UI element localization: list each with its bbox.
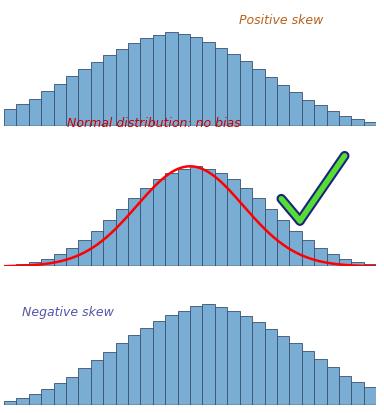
Bar	[240, 61, 252, 126]
Bar	[302, 100, 314, 126]
Bar	[314, 248, 327, 266]
Bar	[339, 375, 351, 405]
Bar	[53, 254, 66, 266]
Bar	[153, 179, 165, 266]
Bar	[53, 382, 66, 405]
Bar	[16, 264, 29, 266]
Bar	[327, 254, 339, 266]
Bar	[66, 248, 78, 266]
Bar	[165, 173, 178, 266]
Bar	[141, 38, 153, 126]
Bar	[29, 262, 41, 266]
Text: Normal distribution: no bias: Normal distribution: no bias	[67, 117, 241, 130]
Bar	[252, 69, 265, 126]
Bar	[265, 209, 277, 266]
Bar	[277, 336, 290, 405]
Bar	[339, 259, 351, 266]
Bar	[29, 394, 41, 405]
Bar	[339, 116, 351, 126]
Bar	[302, 351, 314, 405]
Bar	[290, 92, 302, 126]
Bar	[327, 368, 339, 405]
Bar	[103, 55, 116, 126]
Bar	[41, 91, 53, 126]
Bar	[190, 166, 202, 266]
Bar	[190, 38, 202, 126]
Bar	[202, 169, 215, 266]
Bar	[290, 343, 302, 405]
Bar	[277, 85, 290, 126]
Bar	[327, 111, 339, 126]
Bar	[103, 352, 116, 405]
Bar	[41, 389, 53, 405]
Bar	[351, 119, 364, 126]
Bar	[178, 311, 190, 405]
Bar	[178, 34, 190, 126]
Bar	[16, 104, 29, 126]
Bar	[53, 83, 66, 126]
Bar	[128, 43, 141, 126]
Bar	[66, 76, 78, 126]
Bar	[364, 387, 376, 405]
Bar	[116, 49, 128, 126]
Bar	[351, 262, 364, 266]
Bar	[41, 259, 53, 266]
Bar	[215, 173, 227, 266]
Bar	[351, 382, 364, 405]
Bar	[91, 231, 103, 266]
Bar	[240, 188, 252, 266]
Bar	[165, 315, 178, 405]
Bar	[116, 343, 128, 405]
Bar	[290, 231, 302, 266]
Bar	[202, 42, 215, 126]
Bar	[277, 221, 290, 266]
Bar	[190, 306, 202, 405]
Bar	[78, 368, 91, 405]
Bar	[364, 264, 376, 266]
Bar	[78, 69, 91, 126]
Bar	[314, 359, 327, 405]
Bar	[91, 62, 103, 126]
Bar	[78, 240, 91, 266]
Bar	[103, 221, 116, 266]
Bar	[227, 55, 240, 126]
Bar	[165, 32, 178, 126]
Bar	[227, 179, 240, 266]
Text: Negative skew: Negative skew	[22, 306, 114, 320]
Bar	[265, 329, 277, 405]
Bar	[141, 328, 153, 405]
Bar	[29, 99, 41, 126]
Bar	[364, 122, 376, 126]
Bar	[153, 321, 165, 405]
Bar	[227, 311, 240, 405]
Text: Positive skew: Positive skew	[238, 14, 323, 27]
Bar	[240, 316, 252, 405]
Bar	[128, 335, 141, 405]
Bar	[215, 48, 227, 126]
Bar	[178, 169, 190, 266]
Bar	[141, 188, 153, 266]
Bar	[128, 198, 141, 266]
Bar	[215, 307, 227, 405]
Bar	[252, 198, 265, 266]
Bar	[4, 401, 16, 405]
Bar	[265, 77, 277, 126]
Bar	[4, 109, 16, 126]
Bar	[302, 240, 314, 266]
Bar	[116, 209, 128, 266]
Bar	[202, 304, 215, 405]
Bar	[314, 105, 327, 126]
Bar	[91, 361, 103, 405]
Bar	[153, 35, 165, 126]
Bar	[252, 322, 265, 405]
Bar	[16, 398, 29, 405]
Bar	[66, 377, 78, 405]
